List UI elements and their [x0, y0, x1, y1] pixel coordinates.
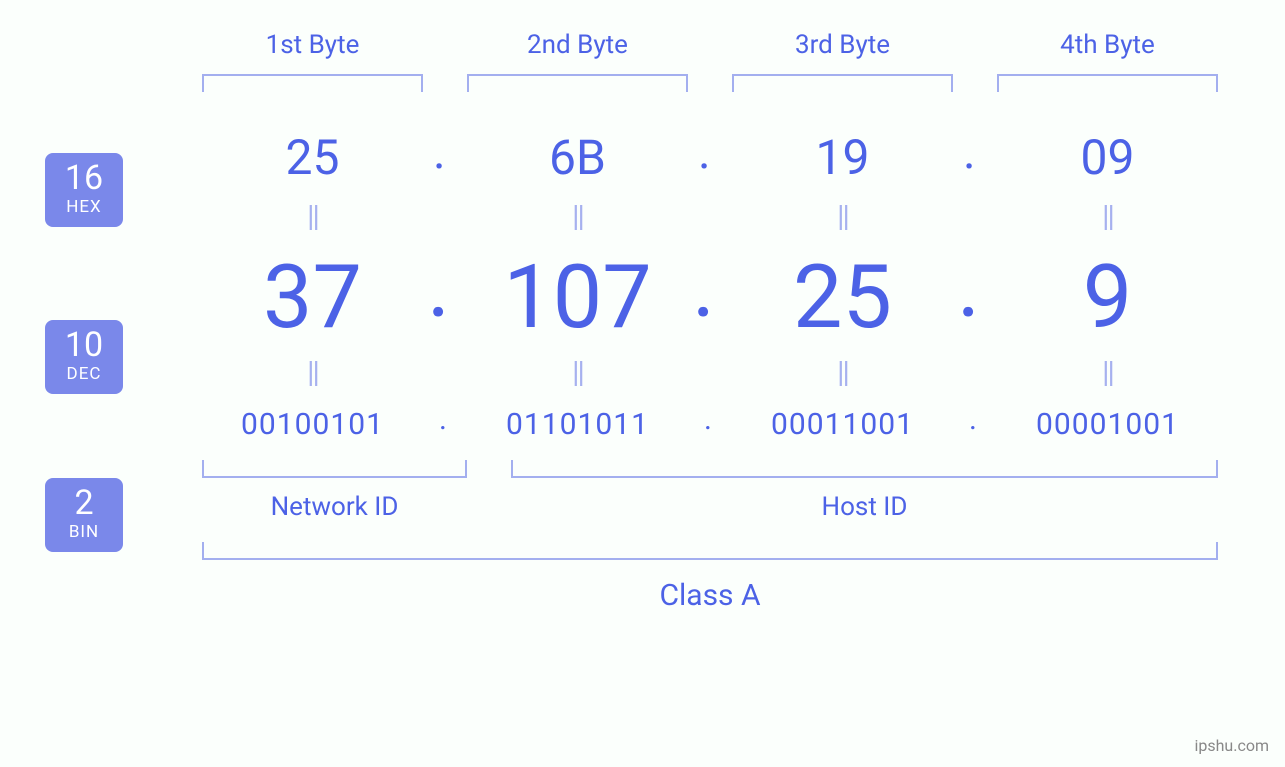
network-id-label: Network ID — [202, 492, 467, 536]
eq-2-1: || — [180, 355, 445, 390]
bin-byte-4: 00001001 — [975, 407, 1240, 442]
bin-base: 2 — [45, 486, 123, 520]
bin-byte-1: 00100101 — [180, 407, 445, 442]
eq-row-1: || || || || — [180, 196, 1240, 236]
hex-byte-4: 09 — [975, 129, 1240, 186]
network-id-bracket — [202, 460, 467, 478]
dec-base: 10 — [45, 328, 123, 362]
hex-base: 16 — [45, 161, 123, 195]
hex-row: 25 . 6B . 19 . 09 — [180, 118, 1240, 196]
eq-1-1: || — [180, 199, 445, 234]
byte-header-1: 1st Byte — [180, 30, 445, 70]
host-id-bracket — [511, 460, 1218, 478]
ip-grid: 1st Byte 2nd Byte 3rd Byte 4th Byte 25 .… — [180, 30, 1240, 613]
bracket-top-4 — [997, 74, 1218, 92]
bin-label: BIN — [45, 522, 123, 542]
dec-row: 37 . 107 . 25 . 9 — [180, 242, 1240, 352]
id-labels: Network ID Host ID — [180, 492, 1240, 536]
bin-byte-2: 01101011 — [445, 407, 710, 442]
hex-label: HEX — [45, 197, 123, 217]
bin-badge: 2 BIN — [45, 478, 123, 552]
byte-header-3: 3rd Byte — [710, 30, 975, 70]
bin-row: 00100101 . 01101011 . 00011001 . 0000100… — [180, 396, 1240, 452]
hex-byte-2: 6B — [445, 129, 710, 186]
hex-byte-1: 25 — [180, 129, 445, 186]
eq-2-3: || — [710, 355, 975, 390]
eq-row-2: || || || || — [180, 352, 1240, 392]
hex-badge: 16 HEX — [45, 153, 123, 227]
dec-badge: 10 DEC — [45, 320, 123, 394]
class-label: Class A — [180, 578, 1240, 613]
bin-byte-3: 00011001 — [710, 407, 975, 442]
watermark: ipshu.com — [1194, 736, 1269, 755]
eq-1-4: || — [975, 199, 1240, 234]
eq-1-2: || — [445, 199, 710, 234]
dec-byte-2: 107 — [445, 246, 710, 349]
eq-1-3: || — [710, 199, 975, 234]
dec-label: DEC — [45, 364, 123, 384]
class-bracket-row — [180, 542, 1240, 566]
dec-byte-3: 25 — [710, 246, 975, 349]
bracket-top-1 — [202, 74, 423, 92]
bracket-top-3 — [732, 74, 953, 92]
byte-headers: 1st Byte 2nd Byte 3rd Byte 4th Byte — [180, 30, 1240, 70]
dec-byte-1: 37 — [180, 246, 445, 349]
eq-2-4: || — [975, 355, 1240, 390]
byte-header-4: 4th Byte — [975, 30, 1240, 70]
id-brackets — [180, 460, 1240, 484]
top-brackets — [180, 74, 1240, 98]
dec-byte-4: 9 — [975, 246, 1240, 349]
host-id-label: Host ID — [511, 492, 1218, 536]
bracket-top-2 — [467, 74, 688, 92]
hex-byte-3: 19 — [710, 129, 975, 186]
class-bracket — [202, 542, 1218, 560]
eq-2-2: || — [445, 355, 710, 390]
byte-header-2: 2nd Byte — [445, 30, 710, 70]
